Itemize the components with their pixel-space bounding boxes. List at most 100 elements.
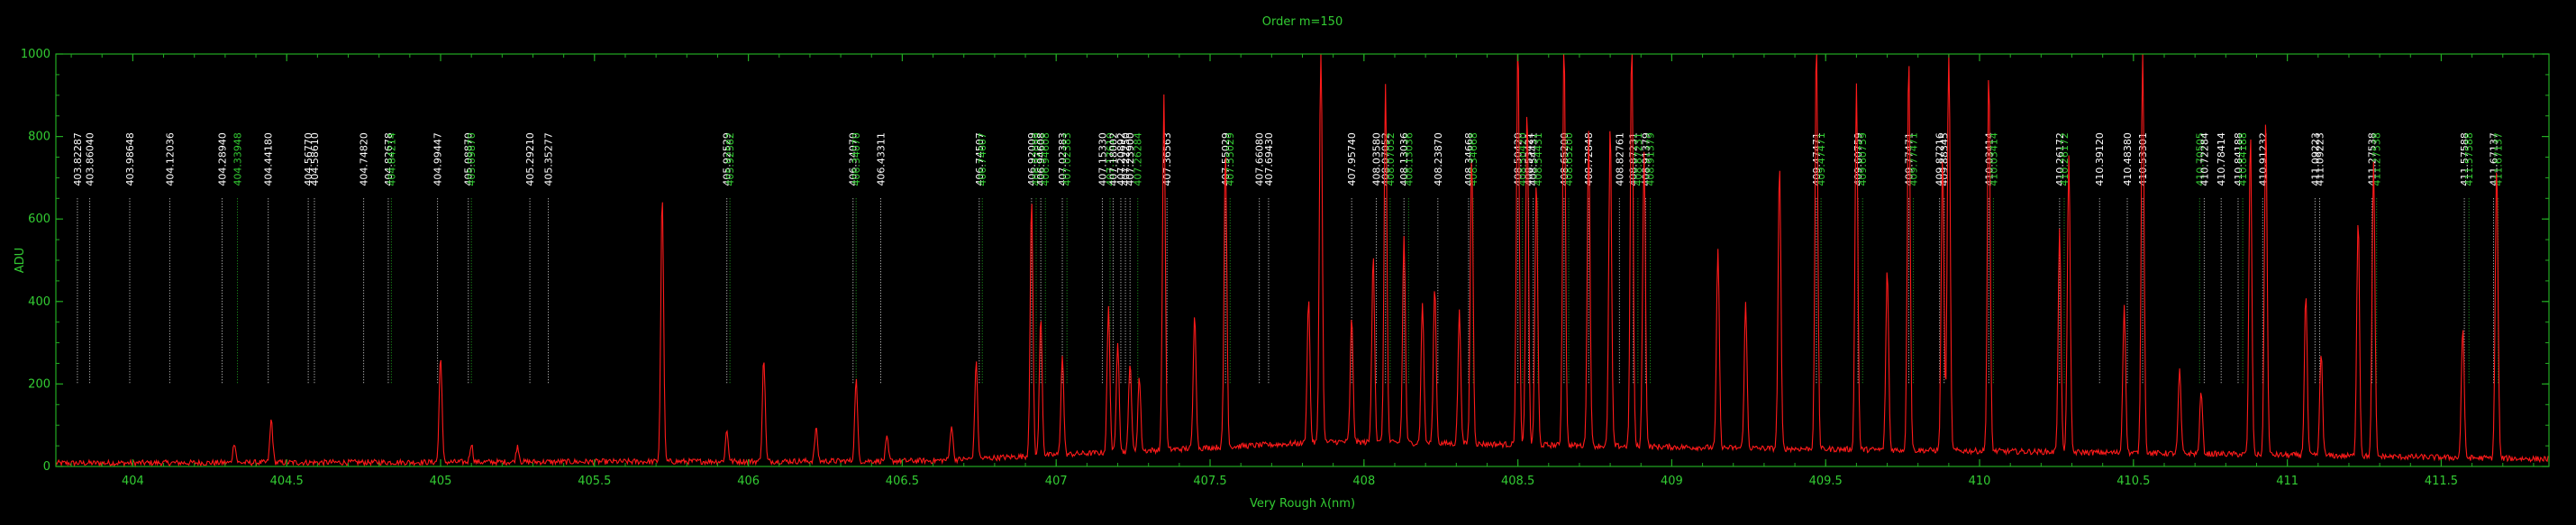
spectrum-line [55, 53, 2550, 468]
line-id-label: 410.78414 [2216, 132, 2227, 186]
line-id-label: 403.82287 [72, 132, 84, 186]
line-id-label: 409.47471 [1811, 132, 1823, 186]
y-tick-label: 1000 [21, 48, 50, 61]
x-tick-label: 411 [2276, 475, 2298, 488]
line-id-label: 407.22250 [1120, 132, 1132, 186]
line-id-label: 407.02383 [1061, 132, 1073, 186]
line-id-label: 404.12036 [164, 132, 176, 186]
line-id-label: 404.33948 [232, 132, 244, 186]
x-axis-ticks: 404 404.5 405 405.5 406 406.5 407 407.5 408 408.5… [70, 54, 2535, 488]
line-id-label: 409.60759 [1857, 132, 1869, 186]
line-id-label: 404.84214 [386, 132, 397, 186]
y-tick-label: 600 [28, 213, 50, 226]
x-tick-label: 408 [1352, 475, 1375, 488]
line-id-label: 404.74820 [359, 132, 370, 186]
line-id-label: 409.88345 [1939, 132, 1951, 186]
line-id-label: 407.26284 [1133, 132, 1144, 186]
line-id-label: 411.57588 [2459, 132, 2471, 186]
line-identification-markers: 403.82287 403.86040 403.98648 404.12036 404.… [72, 132, 2505, 385]
line-id-label: 406.74607 [977, 132, 988, 186]
x-tick-label: 410.5 [2116, 475, 2150, 488]
line-id-label: 408.91379 [1640, 132, 1652, 186]
line-id-label: 408.54431 [1533, 132, 1544, 186]
line-id-label: 408.65200 [1563, 132, 1575, 186]
line-id-label: 409.77471 [1903, 132, 1915, 186]
x-tick-label: 405.5 [578, 475, 611, 488]
line-id-label: 410.84188 [2233, 132, 2244, 186]
line-id-label: 404.44180 [263, 132, 275, 186]
line-id-label: 408.65200 [1559, 132, 1570, 186]
line-id-label: 411.09223 [2309, 132, 2321, 186]
chart-title: Order m=150 [1262, 15, 1343, 29]
line-id-label: 409.77471 [1908, 132, 1920, 186]
line-id-label: 407.55029 [1224, 132, 1236, 186]
line-id-label: 410.26172 [2059, 132, 2071, 186]
line-id-label: 408.23870 [1433, 132, 1444, 186]
x-tick-label: 407.5 [1193, 475, 1226, 488]
line-id-label: 403.98648 [124, 132, 136, 186]
line-id-label: 409.47471 [1816, 132, 1827, 186]
x-tick-label: 409 [1661, 475, 1683, 488]
y-tick-label: 0 [43, 460, 50, 474]
line-id-label: 405.35277 [543, 132, 555, 186]
x-tick-label: 408.5 [1501, 475, 1534, 488]
line-id-label: 408.03580 [1370, 132, 1382, 186]
line-id-label: 411.67137 [2493, 132, 2505, 186]
line-id-label: 410.72284 [2198, 132, 2210, 186]
line-id-label: 408.87231 [1633, 132, 1644, 186]
line-id-label: 408.91379 [1645, 132, 1657, 186]
line-id-label: 408.13036 [1398, 132, 1410, 186]
line-id-label: 407.95740 [1346, 132, 1358, 186]
x-tick-label: 404.5 [270, 475, 304, 488]
line-id-label: 406.92099 [1031, 132, 1042, 186]
line-id-label: 410.84188 [2237, 132, 2249, 186]
line-id-label: 410.70505 [2194, 132, 2206, 186]
line-id-label: 405.92529 [722, 132, 733, 186]
line-id-label: 406.94608 [1035, 132, 1047, 186]
line-id-label: 407.20892 [1115, 132, 1127, 186]
line-id-label: 410.39120 [2094, 132, 2106, 186]
line-id-label: 411.57588 [2463, 132, 2475, 186]
line-id-label: 405.29210 [524, 132, 536, 186]
line-id-label: 410.53301 [2137, 132, 2149, 186]
x-tick-label: 405 [430, 475, 452, 488]
line-id-label: 408.34668 [1468, 132, 1479, 186]
line-id-label: 410.91232 [2257, 132, 2269, 186]
line-id-label: 403.86040 [85, 132, 96, 186]
y-tick-label: 800 [28, 131, 50, 144]
x-tick-label: 409.5 [1809, 475, 1843, 488]
line-id-label: 408.50420 [1513, 132, 1525, 186]
line-id-label: 407.18002 [1107, 132, 1119, 186]
x-tick-label: 407 [1045, 475, 1068, 488]
x-tick-label: 411.5 [2425, 475, 2458, 488]
line-id-label: 406.94608 [1040, 132, 1051, 186]
line-id-label: 411.27538 [2367, 132, 2379, 186]
line-id-label: 405.09870 [466, 132, 478, 186]
line-id-label: 407.15330 [1097, 132, 1108, 186]
line-id-label: 404.56770 [303, 132, 314, 186]
line-id-label: 406.34070 [848, 132, 860, 186]
line-id-label: 407.17610 [1105, 132, 1116, 186]
line-id-label: 407.02383 [1057, 132, 1069, 186]
x-tick-label: 410 [1969, 475, 1991, 488]
line-id-label: 408.54431 [1528, 132, 1540, 186]
line-id-label: 408.82761 [1614, 132, 1625, 186]
x-axis-label: Very Rough λ(nm) [1250, 497, 1355, 511]
line-id-label: 410.26172 [2054, 132, 2066, 186]
line-id-label: 404.28940 [216, 132, 228, 186]
line-id-label: 404.99447 [432, 132, 444, 186]
y-tick-label: 200 [28, 377, 50, 391]
line-id-label: 407.66080 [1254, 132, 1266, 186]
line-id-label: 411.67137 [2489, 132, 2500, 186]
line-id-label: 404.58610 [309, 132, 321, 186]
y-axis-label: ADU [14, 248, 27, 273]
line-id-label: 410.48380 [2122, 132, 2134, 186]
line-id-label: 405.92582 [724, 132, 736, 186]
line-id-label: 407.69430 [1263, 132, 1275, 186]
x-tick-label: 406.5 [886, 475, 919, 488]
line-id-label: 410.03414 [1983, 132, 1995, 186]
x-tick-label: 404 [122, 475, 144, 488]
line-id-label: 405.08870 [463, 132, 475, 186]
